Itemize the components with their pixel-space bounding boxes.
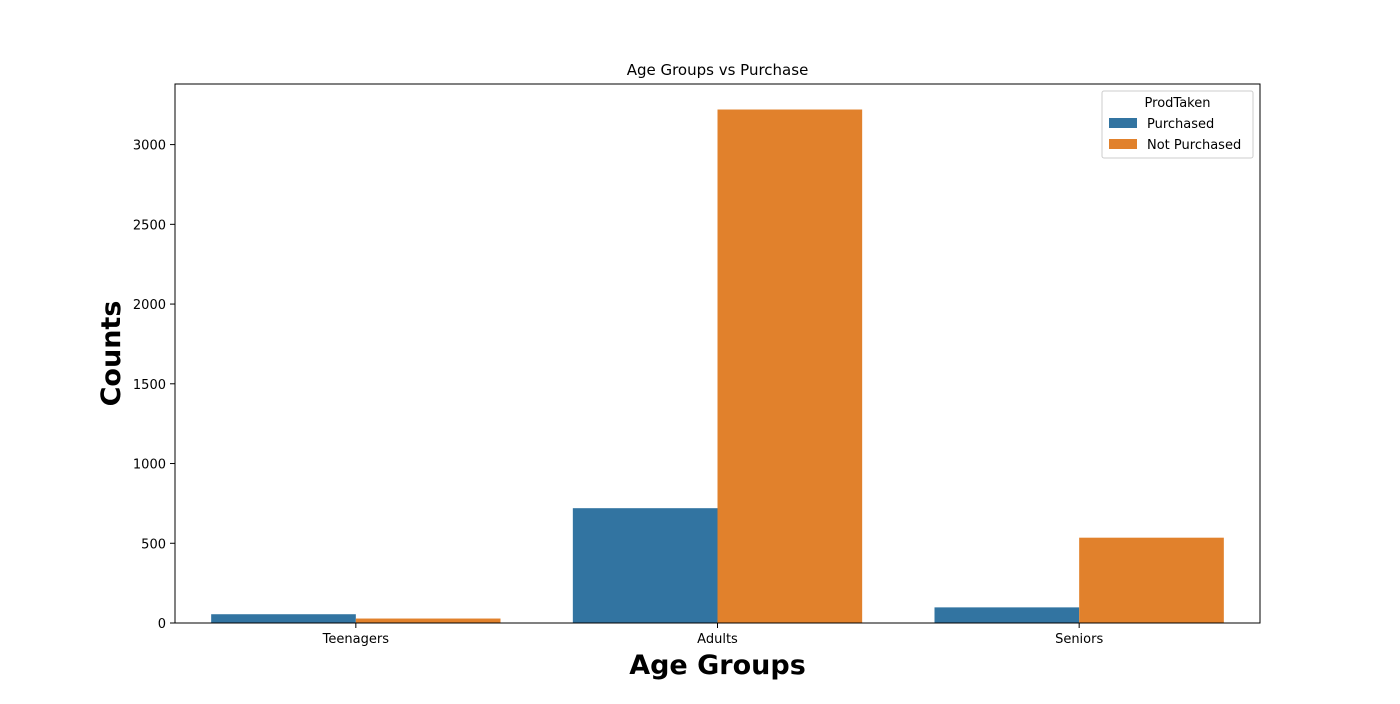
y-tick-label: 0 — [158, 617, 166, 632]
x-tick-label: Teenagers — [322, 632, 390, 647]
bar-not-purchased-seniors — [1079, 537, 1224, 623]
legend-title: ProdTaken — [1145, 96, 1211, 111]
bar-not-purchased-adults — [717, 109, 863, 624]
bar-purchased-teenagers — [211, 614, 356, 623]
y-tick-label: 1500 — [133, 378, 166, 393]
legend-label: Not Purchased — [1147, 138, 1241, 153]
y-tick-label: 2000 — [133, 298, 166, 313]
legend-label: Purchased — [1147, 117, 1214, 132]
x-axis-label: Age Groups — [629, 650, 806, 681]
x-tick-label: Seniors — [1055, 632, 1103, 647]
x-tick-label: Adults — [697, 632, 738, 647]
y-tick-label: 1000 — [133, 458, 166, 473]
y-tick-label: 2500 — [133, 218, 166, 233]
y-axis-label: Counts — [96, 301, 127, 407]
y-tick-label: 3000 — [133, 139, 166, 154]
bar-not-purchased-teenagers — [355, 618, 501, 623]
y-axis-ticks: 0 500 1000 1500 2000 2500 3000 — [133, 139, 175, 632]
legend-swatch — [1109, 118, 1137, 128]
legend-box — [1101, 90, 1254, 159]
y-tick-label: 500 — [141, 537, 166, 552]
legend-entries: Purchased Not Purchased — [1109, 117, 1241, 153]
legend-swatch — [1109, 139, 1137, 149]
chart-title: Age Groups vs Purchase — [627, 61, 809, 79]
x-axis-ticks: Teenagers Adults Seniors — [322, 623, 1103, 647]
bar-purchased-seniors — [934, 607, 1080, 623]
legend: ProdTaken Purchased Not Purchased — [1101, 90, 1254, 159]
bar-purchased-adults — [572, 508, 718, 623]
bars-layer — [211, 109, 1224, 624]
